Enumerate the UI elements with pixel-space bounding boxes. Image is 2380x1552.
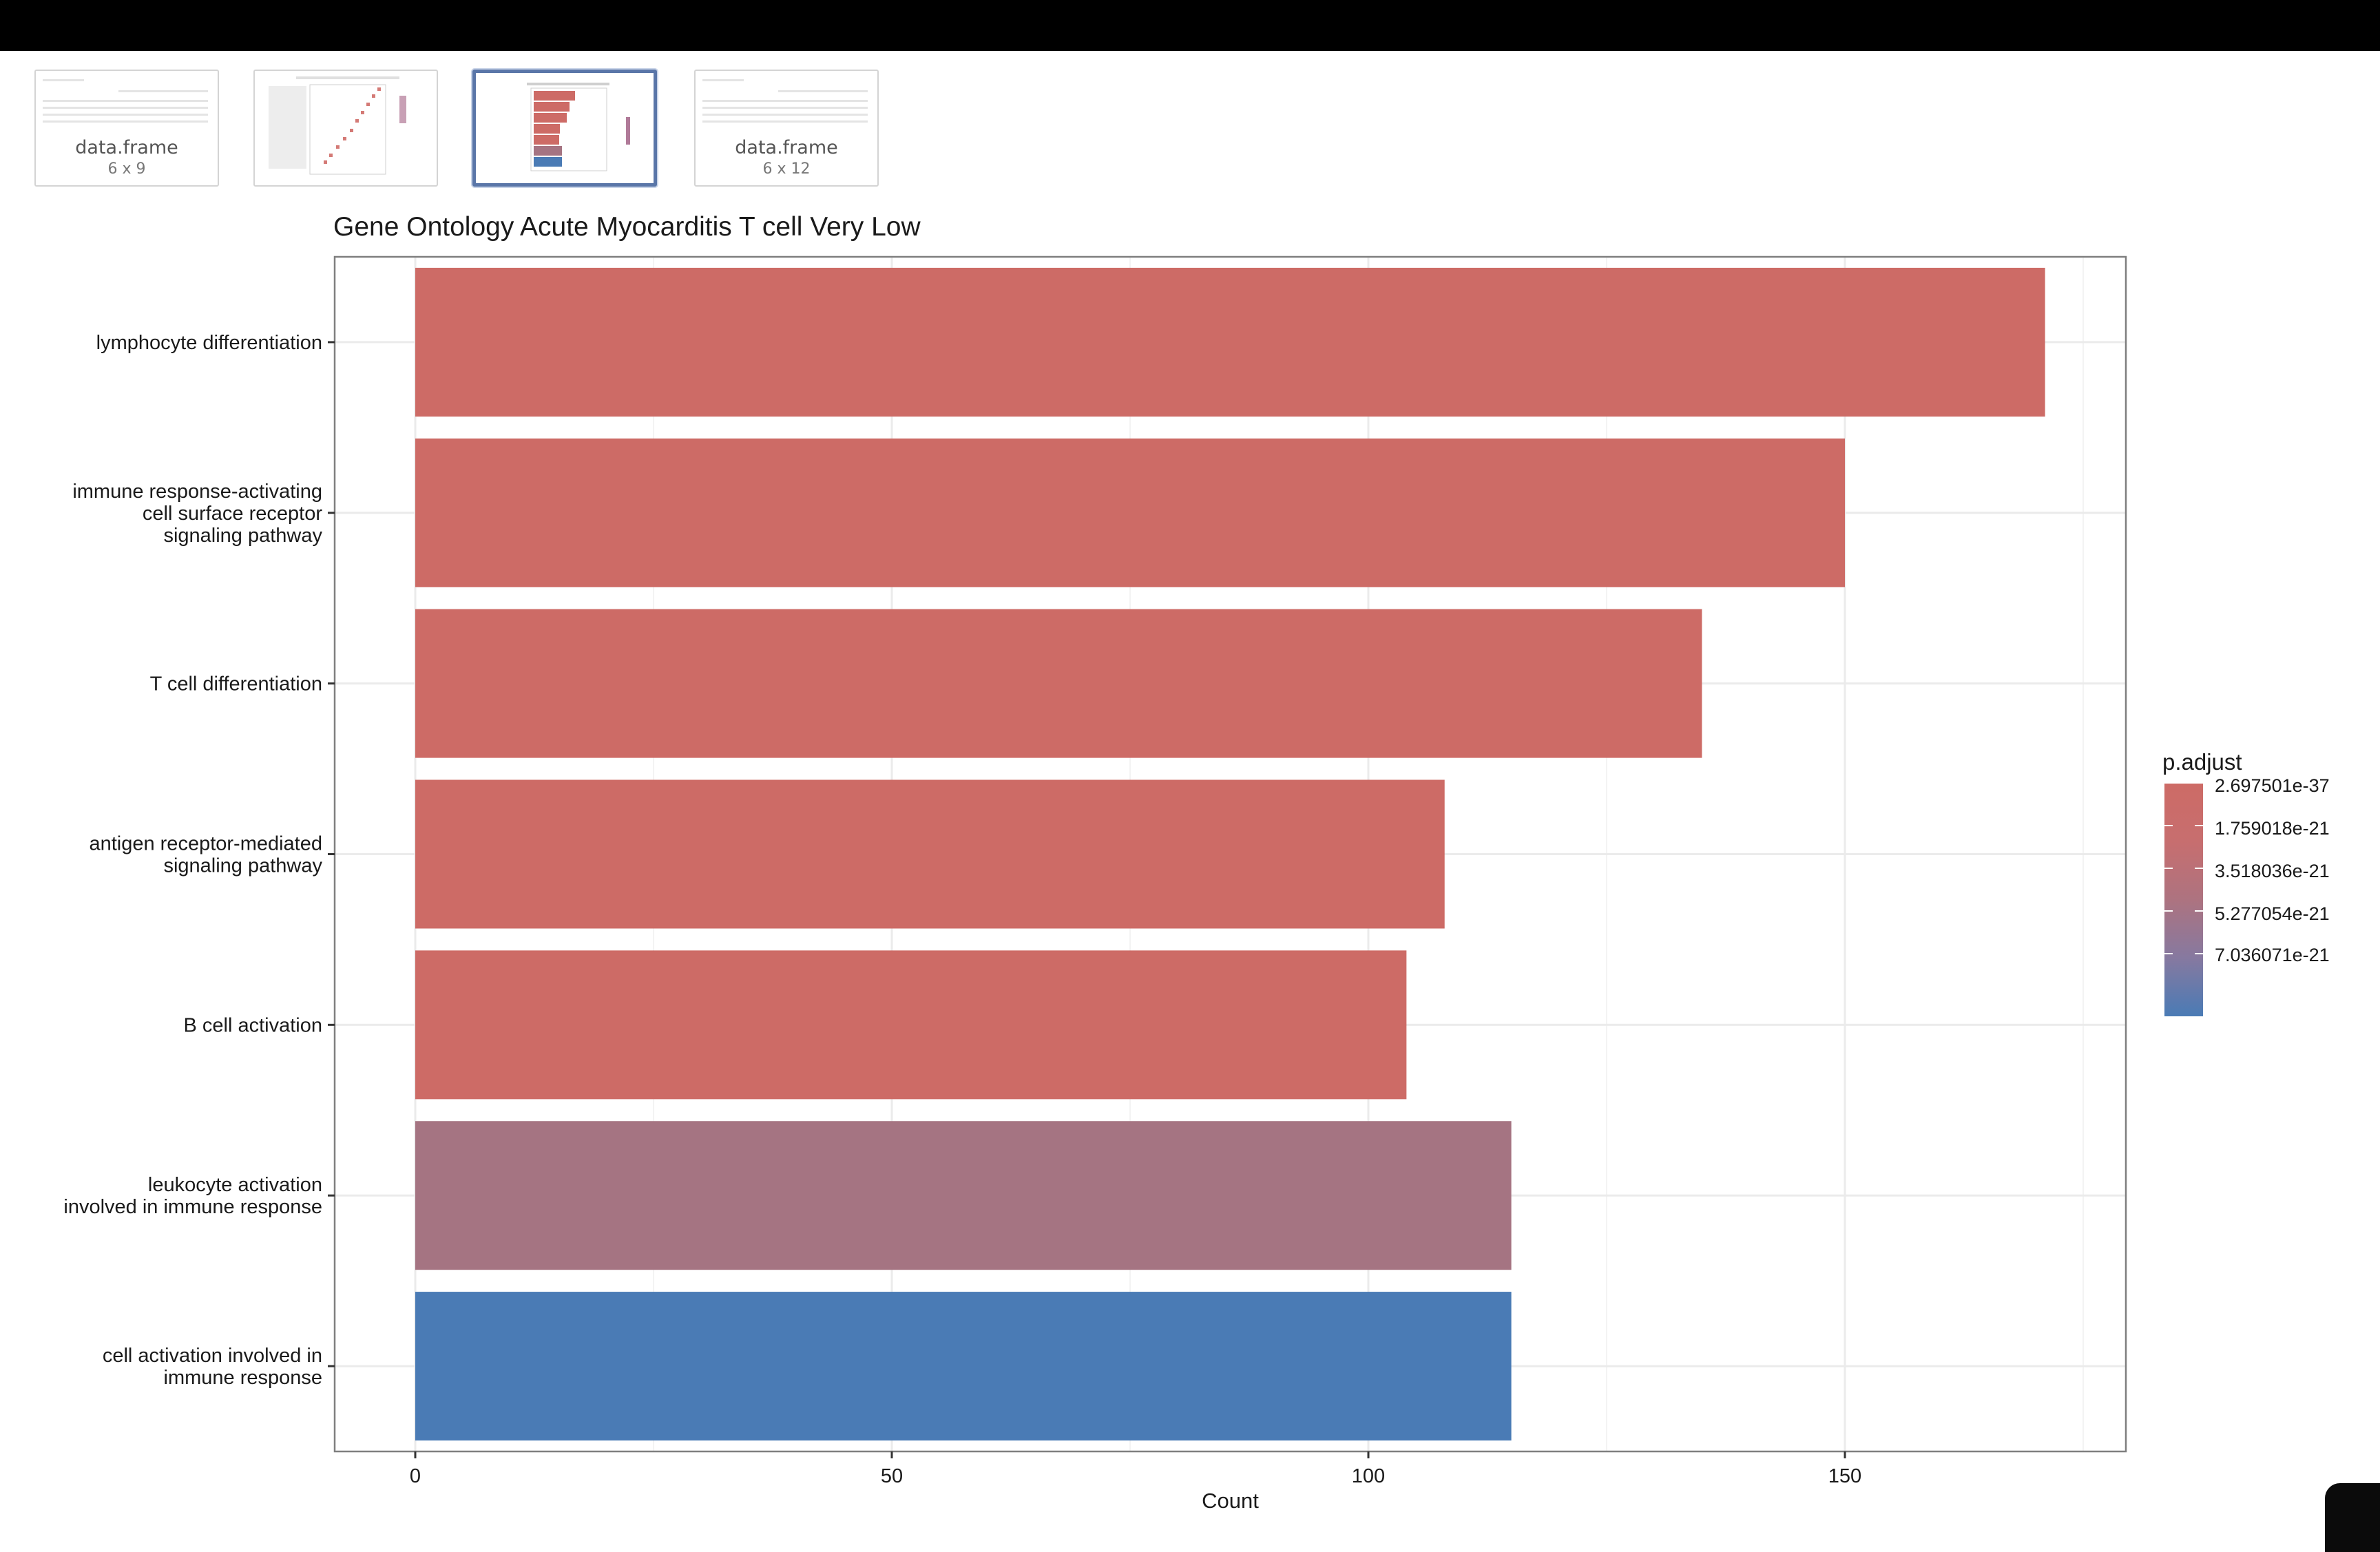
x-axis-title: Count: [1202, 1489, 1259, 1513]
y-tick-label: cell surface receptor: [143, 503, 322, 525]
thumbnail-subtitle: 6 x 12: [762, 160, 811, 178]
barplot-miniature: [527, 83, 630, 171]
bar: [415, 1121, 1512, 1270]
legend: p.adjust 2.697501e-37 1.759018e-21 3.518…: [2162, 749, 2376, 1016]
bar: [415, 1292, 1512, 1441]
legend-label: 5.277054e-21: [2215, 903, 2330, 924]
y-tick-label: immune response-activating: [72, 481, 322, 503]
legend-label: 1.759018e-21: [2215, 818, 2330, 839]
x-tick-label: 100: [1352, 1465, 1385, 1487]
legend-label: 2.697501e-37: [2215, 775, 2330, 796]
thumbnail-subtitle: 6 x 9: [107, 160, 146, 178]
thumbnail-data-frame-6x12[interactable]: data.frame 6 x 12: [694, 70, 879, 187]
chart-title: Gene Ontology Acute Myocarditis T cell V…: [333, 212, 921, 242]
legend-label: 3.518036e-21: [2215, 861, 2330, 881]
y-tick-label: cell activation involved in: [103, 1345, 322, 1367]
bar: [415, 779, 1445, 929]
y-tick-label: antigen receptor-mediated: [89, 833, 322, 855]
y-tick-label: leukocyte activation: [148, 1174, 322, 1196]
x-tick-label: 50: [881, 1465, 903, 1487]
bar: [415, 438, 1845, 587]
thumbnail-title: data.frame: [75, 137, 178, 158]
y-tick-label: T cell differentiation: [150, 673, 322, 695]
y-tick-label: B cell activation: [184, 1014, 323, 1036]
x-tick-label: 150: [1828, 1465, 1861, 1487]
x-tick-label: 0: [410, 1465, 421, 1487]
bar: [415, 609, 1702, 758]
y-tick-label: involved in immune response: [63, 1196, 322, 1218]
bar: [415, 950, 1407, 1100]
y-tick-label: lymphocyte differentiation: [96, 332, 322, 354]
y-tick-label: signaling pathway: [163, 855, 322, 877]
legend-label: 7.036071e-21: [2215, 945, 2330, 965]
y-tick-label: immune response: [164, 1367, 323, 1389]
y-tick-label: signaling pathway: [163, 525, 322, 547]
legend-title: p.adjust: [2162, 749, 2242, 775]
thumbnail-title: data.frame: [735, 137, 838, 158]
thumbnail-data-frame-6x9[interactable]: data.frame 6 x 9: [34, 70, 219, 187]
legend-colorbar: [2164, 784, 2203, 1016]
thumbnail-dotplot[interactable]: [253, 70, 438, 187]
corner-button[interactable]: [2325, 1483, 2380, 1552]
top-toolbar: [0, 0, 2380, 51]
dotplot-miniature: [269, 76, 406, 175]
bar: [415, 267, 2045, 417]
thumbnail-barplot-selected[interactable]: [472, 70, 657, 187]
